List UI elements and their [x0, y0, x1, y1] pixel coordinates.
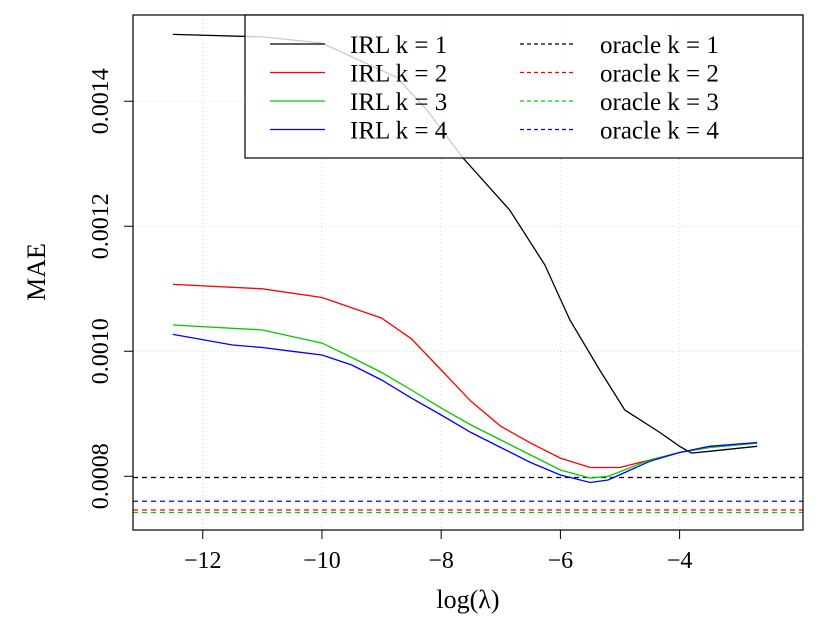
x-tick-label: −12 — [184, 548, 222, 574]
x-tick-label: −8 — [428, 548, 454, 574]
legend-label: IRL k = 4 — [350, 118, 448, 145]
x-tick-label: −6 — [548, 548, 574, 574]
y-tick-label: 0.0008 — [88, 443, 114, 509]
legend-label: IRL k = 3 — [350, 89, 447, 116]
legend-label: oracle k = 4 — [600, 118, 719, 145]
y-axis-label: MAE — [22, 243, 51, 301]
y-tick-label: 0.0014 — [88, 68, 114, 134]
irl-series-line — [172, 333, 758, 484]
legend-label: oracle k = 3 — [600, 89, 719, 116]
legend-label: oracle k = 1 — [600, 32, 719, 59]
x-tick-label: −4 — [667, 548, 693, 574]
x-axis-label: log(λ) — [436, 585, 499, 614]
legend-label: IRL k = 1 — [350, 32, 447, 59]
y-tick-label: 0.0012 — [88, 193, 114, 259]
x-axis: −12 −10 −8 −6 −4 — [184, 530, 692, 574]
legend-label: oracle k = 2 — [600, 61, 719, 88]
oracle-lines — [133, 476, 803, 514]
irl-series-line — [172, 324, 758, 479]
legend-box — [244, 14, 804, 159]
y-axis: 0.0008 0.0010 0.0012 0.0014 — [88, 68, 133, 509]
x-tick-label: −10 — [303, 548, 341, 574]
legend-label: IRL k = 2 — [350, 61, 447, 88]
irl-series-line — [172, 283, 758, 469]
y-tick-label: 0.0010 — [88, 318, 114, 384]
